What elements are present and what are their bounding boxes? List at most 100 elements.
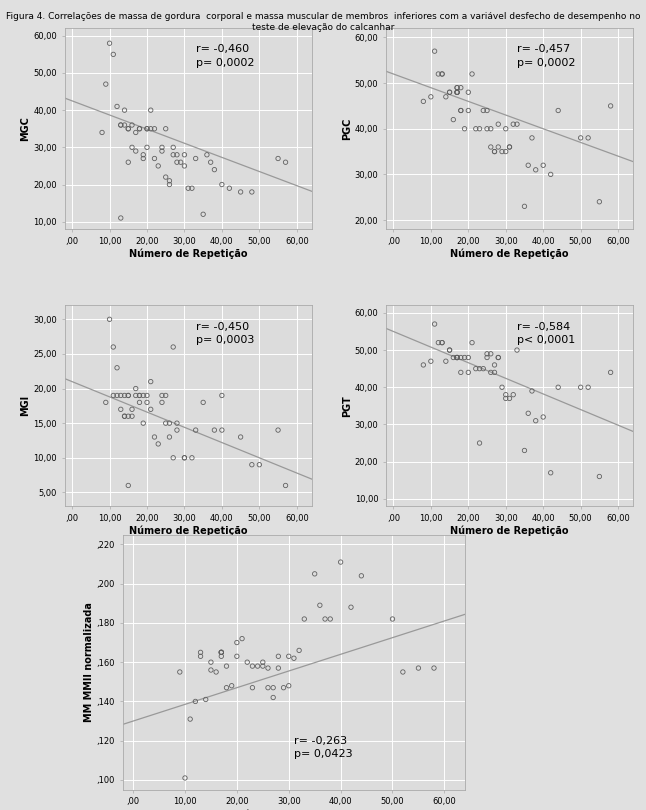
Point [398, 666, 408, 679]
Point [448, 113, 459, 126]
Text: Figura 4. Correlações de massa de gordura  corporal e massa muscular de membros : Figura 4. Correlações de massa de gordur… [6, 12, 640, 32]
Point [138, 416, 149, 429]
Point [486, 347, 496, 360]
Point [448, 351, 459, 364]
Point [441, 355, 451, 368]
Point [195, 646, 205, 659]
Point [478, 104, 488, 117]
Point [452, 351, 463, 364]
Point [161, 389, 171, 402]
Point [164, 431, 174, 444]
Point [284, 650, 294, 663]
Point [437, 67, 447, 80]
Point [149, 431, 160, 444]
Point [172, 148, 182, 161]
Point [232, 636, 242, 649]
Point [211, 666, 222, 679]
Point [168, 148, 178, 161]
Point [325, 612, 335, 625]
Point [486, 366, 496, 379]
Point [130, 389, 141, 402]
Y-axis label: MM MMII normalizada: MM MMII normalizada [84, 603, 94, 722]
Y-axis label: PGT: PGT [342, 395, 352, 416]
Point [273, 662, 284, 675]
Point [123, 156, 134, 168]
Point [153, 160, 163, 173]
Point [258, 659, 268, 672]
Point [501, 122, 511, 135]
Point [441, 91, 451, 104]
Point [200, 693, 211, 706]
Point [490, 145, 500, 158]
Point [268, 681, 278, 694]
Point [452, 86, 463, 99]
Point [174, 666, 185, 679]
Point [289, 652, 299, 665]
Point [474, 437, 484, 450]
X-axis label: Número de Repetição: Número de Repetição [450, 526, 568, 536]
Point [545, 168, 556, 181]
Point [209, 424, 220, 437]
Point [459, 122, 470, 135]
Point [112, 389, 122, 402]
Point [247, 659, 258, 672]
Point [108, 389, 118, 402]
Point [490, 145, 500, 158]
Point [123, 479, 134, 492]
Point [444, 343, 455, 356]
Y-axis label: MGI: MGI [21, 395, 30, 416]
Point [493, 351, 503, 364]
Point [138, 389, 149, 402]
Point [335, 556, 346, 569]
Point [482, 122, 492, 135]
Point [545, 467, 556, 480]
Point [145, 104, 156, 117]
Point [505, 140, 515, 153]
Point [576, 131, 586, 144]
Point [168, 340, 178, 353]
Point [519, 444, 530, 457]
Point [227, 680, 237, 693]
Point [497, 145, 507, 158]
Point [232, 650, 242, 663]
Point [501, 145, 511, 158]
Point [198, 396, 208, 409]
Point [216, 646, 227, 659]
Text: r= -0,263
p= 0,0423: r= -0,263 p= 0,0423 [294, 736, 353, 759]
Point [452, 86, 463, 99]
Text: r= -0,450
p= 0,0003: r= -0,450 p= 0,0003 [196, 322, 254, 345]
Point [191, 152, 201, 165]
Point [120, 389, 130, 402]
Point [164, 178, 174, 191]
Point [455, 366, 466, 379]
Point [467, 67, 477, 80]
Point [583, 381, 593, 394]
Point [101, 396, 111, 409]
Point [452, 86, 463, 99]
Point [153, 437, 163, 450]
Point [437, 336, 447, 349]
Point [463, 351, 474, 364]
Point [161, 171, 171, 184]
Point [242, 655, 253, 668]
Point [512, 117, 522, 130]
Point [478, 362, 488, 375]
Point [501, 388, 511, 401]
Point [437, 336, 447, 349]
Point [116, 211, 126, 224]
Point [237, 632, 247, 645]
Point [112, 100, 122, 113]
Point [263, 681, 273, 694]
Point [418, 95, 428, 108]
Point [523, 407, 534, 420]
Point [486, 140, 496, 153]
Point [235, 431, 245, 444]
Point [280, 156, 291, 168]
Point [120, 410, 130, 423]
Point [433, 67, 444, 80]
X-axis label: Número de Repetição: Número de Repetição [129, 249, 247, 259]
Point [263, 662, 273, 675]
Point [127, 410, 137, 423]
Point [501, 392, 511, 405]
Point [149, 152, 160, 165]
